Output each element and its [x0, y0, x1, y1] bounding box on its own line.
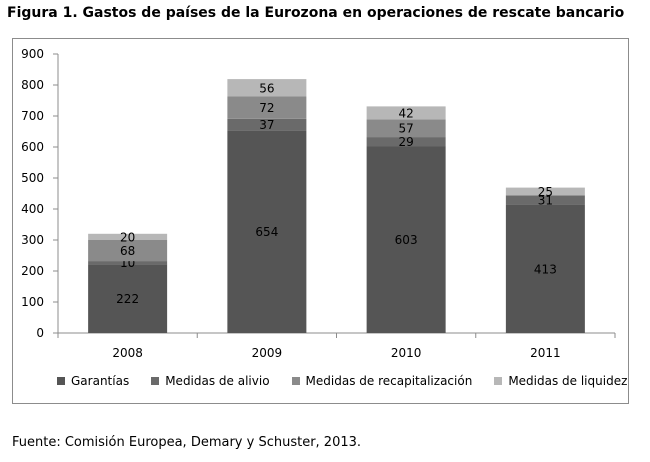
bar-segment: [505, 187, 585, 196]
legend-item: Medidas de recapitalización: [291, 374, 473, 388]
legend-item: Medidas de liquidez: [494, 374, 627, 388]
y-tick-label: 900: [21, 47, 44, 61]
bar-segment: [88, 264, 168, 333]
bar-segment: [505, 195, 585, 205]
data-label: 31: [538, 194, 553, 208]
bar-segment: [227, 79, 307, 97]
legend-label: Medidas de recapitalización: [305, 374, 473, 388]
data-label: 57: [398, 122, 413, 136]
legend-label: Garantías: [71, 374, 130, 388]
x-tick-label: 2010: [391, 346, 422, 360]
data-label: 20: [120, 230, 135, 244]
y-tick-label: 800: [21, 78, 44, 92]
bar-segment: [88, 240, 168, 262]
x-tick-label: 2011: [530, 346, 561, 360]
data-label: 29: [398, 135, 413, 149]
y-tick-label: 300: [21, 233, 44, 247]
data-label: 654: [255, 225, 278, 239]
chart-legend: Garantías Medidas de alivio Medidas de rec…: [57, 373, 649, 389]
y-tick-label: 500: [21, 171, 44, 185]
data-label: 37: [259, 118, 274, 132]
legend-item: Garantías: [57, 374, 129, 388]
legend-swatch: [151, 377, 160, 385]
data-label: 603: [395, 233, 418, 247]
y-tick-label: 700: [21, 109, 44, 123]
bar-segment: [366, 146, 446, 333]
data-label: 68: [120, 244, 135, 258]
bar-segment: [227, 118, 307, 131]
y-tick-label: 600: [21, 140, 44, 154]
x-tick-label: 2009: [252, 346, 283, 360]
data-label: 72: [259, 101, 274, 115]
data-label: 413: [534, 262, 557, 276]
data-label: 56: [259, 81, 274, 95]
legend-swatch: [57, 377, 65, 385]
legend-label: Medidas de liquidez: [508, 374, 628, 388]
y-tick-label: 100: [21, 295, 44, 309]
legend-swatch: [494, 377, 503, 385]
y-tick-label: 0: [36, 326, 44, 340]
bar-segment: [366, 119, 446, 138]
x-tick-label: 2008: [112, 346, 143, 360]
bar-segment: [366, 106, 446, 120]
bar-segment: [366, 137, 446, 147]
figure-title: Figura 1. Gastos de países de la Eurozon…: [7, 5, 625, 21]
y-tick-label: 400: [21, 202, 44, 216]
bar-segment: [505, 204, 585, 333]
bar-segment: [227, 96, 307, 119]
legend-label: Medidas de alivio: [165, 374, 270, 388]
data-label: 222: [116, 292, 139, 306]
legend-item: Medidas de alivio: [151, 374, 270, 388]
data-label: 25: [538, 185, 553, 199]
bar-segment: [88, 261, 168, 265]
bar-segment: [227, 130, 307, 333]
y-tick-label: 200: [21, 264, 44, 278]
source-note: Fuente: Comisión Europea, Demary y Schus…: [12, 435, 362, 450]
legend-swatch: [291, 377, 300, 385]
bar-segment: [88, 233, 168, 240]
data-label: 42: [398, 106, 413, 120]
